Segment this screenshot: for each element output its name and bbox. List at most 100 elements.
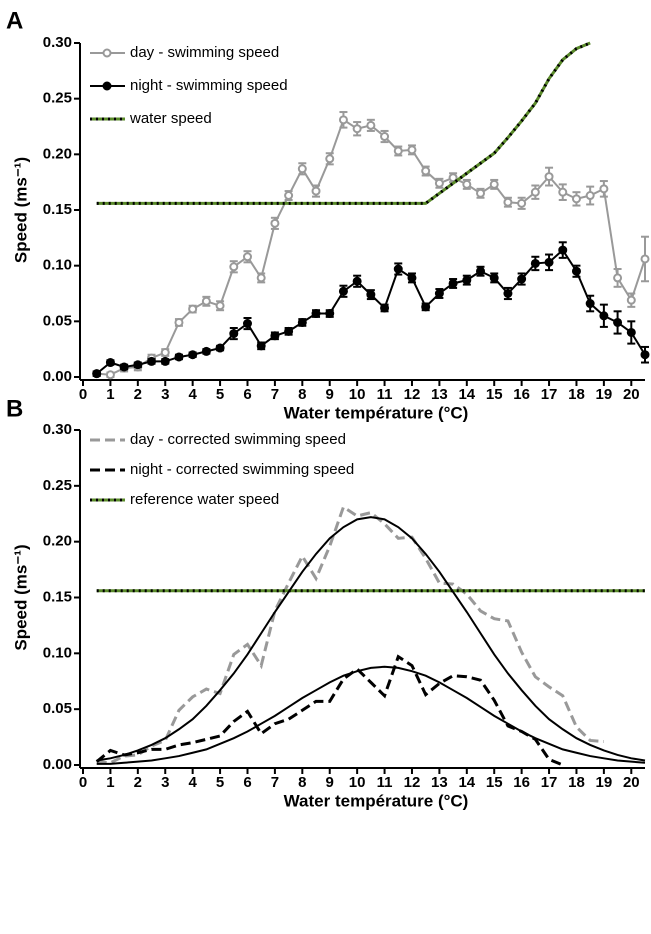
- point: [407, 145, 417, 155]
- x-tick-label: 19: [596, 774, 613, 791]
- fit-curve: [96, 516, 646, 762]
- x-tick-label: 0: [79, 386, 87, 403]
- point: [421, 302, 431, 312]
- y-tick-label: 0.05: [43, 312, 72, 329]
- x-tick-label: 0: [79, 774, 87, 791]
- x-tick-label: 19: [596, 386, 613, 403]
- point: [585, 191, 595, 201]
- y-axis-title: Speed (ms⁻¹): [11, 157, 30, 263]
- point: [352, 276, 362, 286]
- point: [242, 252, 252, 262]
- point: [119, 362, 129, 372]
- point: [338, 115, 348, 125]
- x-tick-label: 14: [458, 774, 475, 791]
- point: [503, 197, 513, 207]
- point: [147, 356, 157, 366]
- point: [503, 289, 513, 298]
- point: [215, 301, 225, 311]
- point: [599, 184, 609, 194]
- point: [530, 187, 540, 197]
- y-tick-label: 0.00: [43, 756, 72, 773]
- x-tick-label: 5: [216, 386, 224, 403]
- point: [311, 309, 321, 319]
- y-tick-label: 0.30: [43, 421, 72, 438]
- x-tick-label: 8: [298, 774, 306, 791]
- legend-label: night - corrected swimming speed: [130, 461, 354, 478]
- point: [476, 266, 486, 276]
- y-tick-label: 0.20: [43, 145, 72, 162]
- point: [626, 295, 636, 305]
- point: [325, 154, 335, 164]
- point: [434, 289, 444, 298]
- point: [544, 257, 554, 267]
- x-tick-label: 8: [298, 386, 306, 403]
- x-tick-label: 20: [623, 774, 640, 791]
- x-tick-label: 9: [326, 386, 334, 403]
- point: [393, 264, 403, 274]
- point: [558, 187, 568, 197]
- point: [571, 266, 581, 276]
- legend-label: water speed: [129, 110, 212, 127]
- x-tick-label: 11: [377, 386, 393, 403]
- point: [270, 331, 280, 341]
- y-tick-label: 0.25: [43, 477, 72, 494]
- x-tick-label: 13: [431, 774, 448, 791]
- x-tick-label: 7: [271, 386, 279, 403]
- x-tick-label: 4: [188, 774, 197, 791]
- x-tick-label: 1: [106, 386, 114, 403]
- point: [229, 329, 239, 339]
- point: [407, 273, 417, 283]
- x-tick-label: 12: [404, 386, 421, 403]
- point: [311, 186, 321, 196]
- series-line: [95, 654, 564, 767]
- legend-marker: [102, 81, 112, 91]
- point: [476, 188, 486, 198]
- x-tick-label: 16: [513, 386, 530, 403]
- x-tick-label: 15: [486, 774, 503, 791]
- point: [284, 191, 294, 201]
- y-tick-label: 0.15: [43, 201, 72, 218]
- point: [242, 319, 252, 329]
- point: [256, 341, 266, 351]
- fit-curve: [96, 665, 646, 765]
- point: [297, 317, 307, 327]
- x-tick-label: 11: [377, 774, 393, 791]
- y-tick-label: 0.20: [43, 533, 72, 550]
- y-tick-label: 0.30: [43, 34, 72, 51]
- x-tick-label: 10: [349, 774, 366, 791]
- point: [366, 290, 376, 300]
- point: [174, 317, 184, 327]
- x-tick-label: 15: [486, 386, 503, 403]
- point: [530, 258, 540, 268]
- panel-label: B: [6, 395, 23, 422]
- x-tick-label: 18: [568, 386, 585, 403]
- x-tick-label: 2: [134, 386, 142, 403]
- point: [640, 254, 650, 264]
- point: [92, 369, 102, 379]
- x-tick-label: 18: [568, 774, 585, 791]
- point: [613, 273, 623, 283]
- x-tick-label: 9: [326, 774, 334, 791]
- point: [270, 218, 280, 228]
- point: [160, 348, 170, 358]
- x-tick-label: 5: [216, 774, 224, 791]
- point: [352, 124, 362, 134]
- point: [517, 198, 527, 208]
- point: [462, 179, 472, 189]
- point: [325, 309, 335, 319]
- point: [462, 275, 472, 285]
- point: [599, 311, 609, 321]
- point: [338, 286, 348, 296]
- y-tick-label: 0.10: [43, 257, 72, 274]
- point: [201, 296, 211, 306]
- point: [544, 172, 554, 182]
- point: [160, 356, 170, 366]
- x-tick-label: 13: [431, 386, 448, 403]
- point: [393, 146, 403, 156]
- y-tick-label: 0.25: [43, 90, 72, 107]
- x-tick-label: 3: [161, 386, 169, 403]
- y-tick-label: 0.00: [43, 368, 72, 385]
- legend-marker: [102, 48, 112, 58]
- point: [201, 346, 211, 356]
